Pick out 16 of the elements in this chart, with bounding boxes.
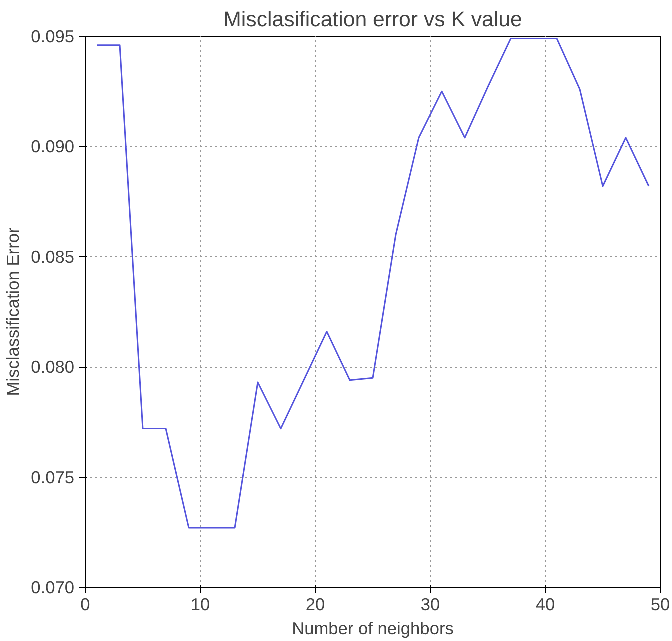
x-tick-label: 40 — [536, 594, 556, 614]
chart-title: Misclasification error vs K value — [224, 8, 522, 32]
y-tick-label: 0.085 — [31, 246, 75, 267]
x-tick-label: 30 — [420, 594, 440, 614]
y-tick-label: 0.080 — [31, 357, 75, 378]
x-tick-label: 20 — [306, 594, 326, 614]
y-tick-label: 0.070 — [31, 578, 75, 598]
y-axis-title: Misclassification Error — [3, 228, 24, 396]
line-series — [96, 38, 650, 529]
x-tick-label: 10 — [190, 594, 210, 614]
y-tick-label: 0.095 — [31, 26, 75, 46]
x-axis-title: Number of neighbors — [292, 618, 454, 638]
x-tick-label: 50 — [650, 594, 670, 614]
y-tick-label: 0.090 — [31, 136, 75, 157]
x-tick-label: 0 — [80, 594, 90, 614]
y-tick-label: 0.075 — [31, 467, 75, 488]
